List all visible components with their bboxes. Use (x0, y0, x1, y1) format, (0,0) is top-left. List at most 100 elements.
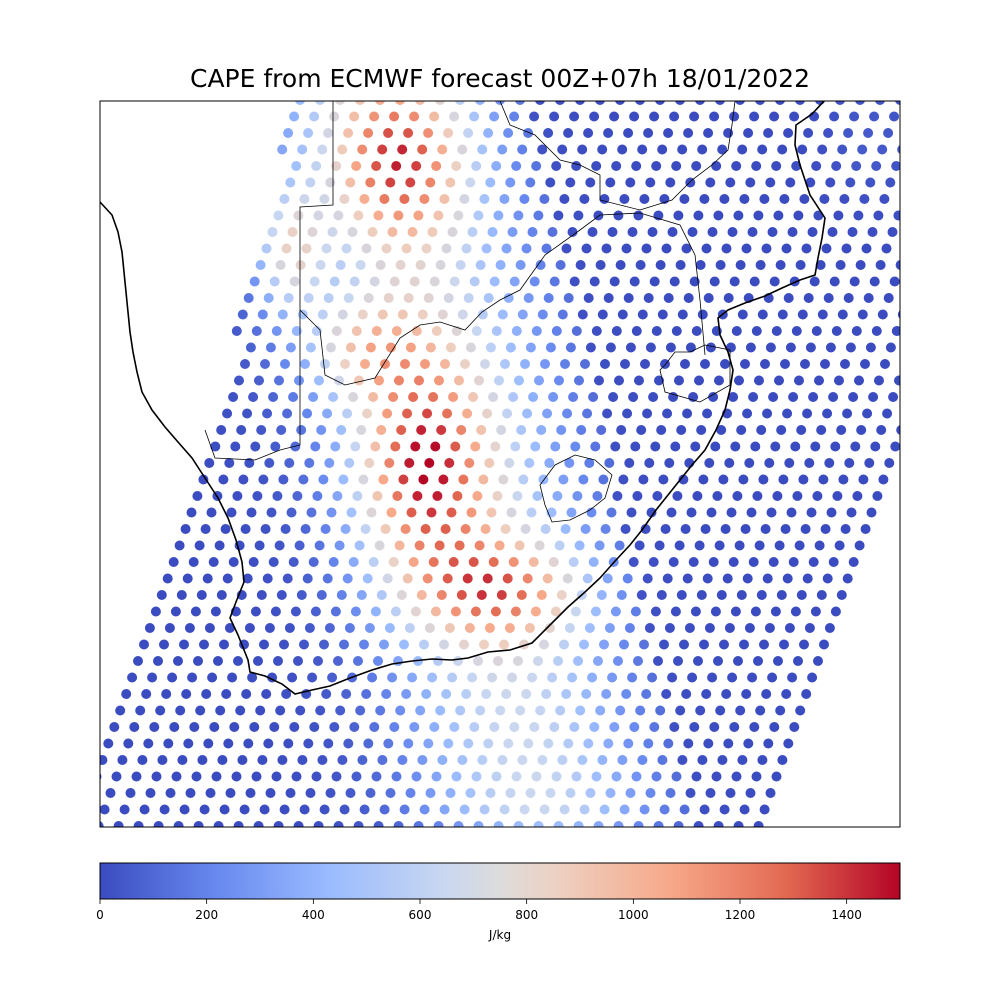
colorbar-tick-label: 0 (96, 908, 104, 922)
grid-point (196, 590, 207, 600)
grid-point (668, 557, 679, 567)
grid-point (559, 804, 570, 815)
grid-point (297, 309, 308, 320)
grid-point (716, 590, 727, 600)
grid-point (489, 111, 500, 122)
grid-point (756, 590, 767, 600)
grid-point (536, 425, 547, 435)
grid-point (741, 243, 752, 254)
grid-point (403, 738, 414, 749)
grid-point (640, 524, 651, 534)
grid-point (503, 293, 514, 303)
grid-point (737, 755, 748, 765)
grid-point (290, 606, 301, 617)
grid-point (522, 573, 533, 584)
grid-point (603, 128, 614, 138)
grid-point (143, 738, 154, 749)
grid-point (413, 821, 424, 827)
grid-point (651, 326, 662, 336)
grid-point (495, 705, 506, 716)
grid-point (864, 458, 875, 468)
grid-point (361, 243, 372, 254)
grid-point (184, 623, 195, 633)
grid-point (673, 656, 683, 666)
grid-point (444, 623, 455, 633)
grid-point (374, 375, 384, 386)
grid-point (823, 128, 834, 138)
grid-point (573, 210, 584, 221)
grid-point (679, 804, 690, 815)
grid-point (749, 111, 760, 122)
grid-point (269, 276, 280, 287)
grid-point (239, 804, 250, 815)
grid-point (278, 474, 289, 485)
grid-point (673, 210, 684, 221)
grid-point (246, 507, 257, 518)
grid-point (324, 458, 335, 468)
grid-point (597, 755, 608, 765)
grid-point (283, 738, 294, 749)
grid-point (663, 128, 674, 138)
grid-point (481, 689, 492, 699)
grid-point (266, 507, 277, 518)
grid-point (381, 243, 392, 254)
grid-point (798, 474, 809, 485)
grid-point (608, 392, 619, 402)
grid-point (746, 507, 757, 518)
grid-point (121, 689, 132, 699)
grid-point (757, 144, 768, 155)
grid-point (487, 227, 498, 237)
grid-point (335, 705, 346, 716)
grid-point (783, 738, 794, 749)
grid-point (862, 408, 873, 419)
grid-point (440, 524, 451, 534)
grid-point (393, 210, 404, 221)
grid-point (557, 755, 568, 765)
grid-point (803, 128, 814, 138)
grid-point (313, 821, 324, 827)
grid-point (349, 111, 360, 122)
grid-point (772, 491, 783, 501)
grid-point (649, 722, 660, 732)
grid-point (491, 326, 502, 336)
grid-point (765, 342, 776, 353)
grid-point (782, 573, 793, 584)
grid-point (413, 210, 424, 221)
grid-point (684, 623, 695, 633)
grid-point (165, 788, 176, 798)
grid-point (799, 639, 809, 650)
grid-point (405, 177, 416, 188)
grid-point (569, 722, 580, 732)
grid-point (854, 375, 864, 386)
grid-point (419, 194, 430, 204)
grid-point (808, 557, 819, 567)
grid-point (625, 177, 636, 188)
grid-point (509, 722, 520, 732)
grid-point (619, 804, 630, 815)
grid-point (311, 326, 322, 336)
grid-point (809, 111, 820, 122)
grid-point (457, 144, 468, 155)
grid-point (277, 144, 288, 155)
grid-point (741, 689, 752, 699)
grid-point (626, 507, 637, 518)
grid-point (829, 111, 840, 122)
grid-point (420, 359, 430, 369)
grid-point (819, 639, 829, 650)
grid-point (111, 771, 122, 782)
grid-point (781, 243, 792, 254)
grid-point (589, 722, 600, 732)
grid-point (415, 101, 425, 105)
grid-point (312, 491, 323, 501)
colorbar-tick-label: 800 (515, 908, 538, 922)
grid-point (375, 260, 386, 270)
grid-point (370, 606, 381, 617)
grid-point (449, 276, 460, 287)
grid-point (542, 408, 553, 419)
grid-point (665, 342, 676, 353)
grid-point (257, 309, 268, 320)
grid-point (271, 771, 282, 782)
grid-point (629, 111, 640, 122)
grid-point (556, 425, 567, 435)
grid-point (560, 359, 570, 369)
